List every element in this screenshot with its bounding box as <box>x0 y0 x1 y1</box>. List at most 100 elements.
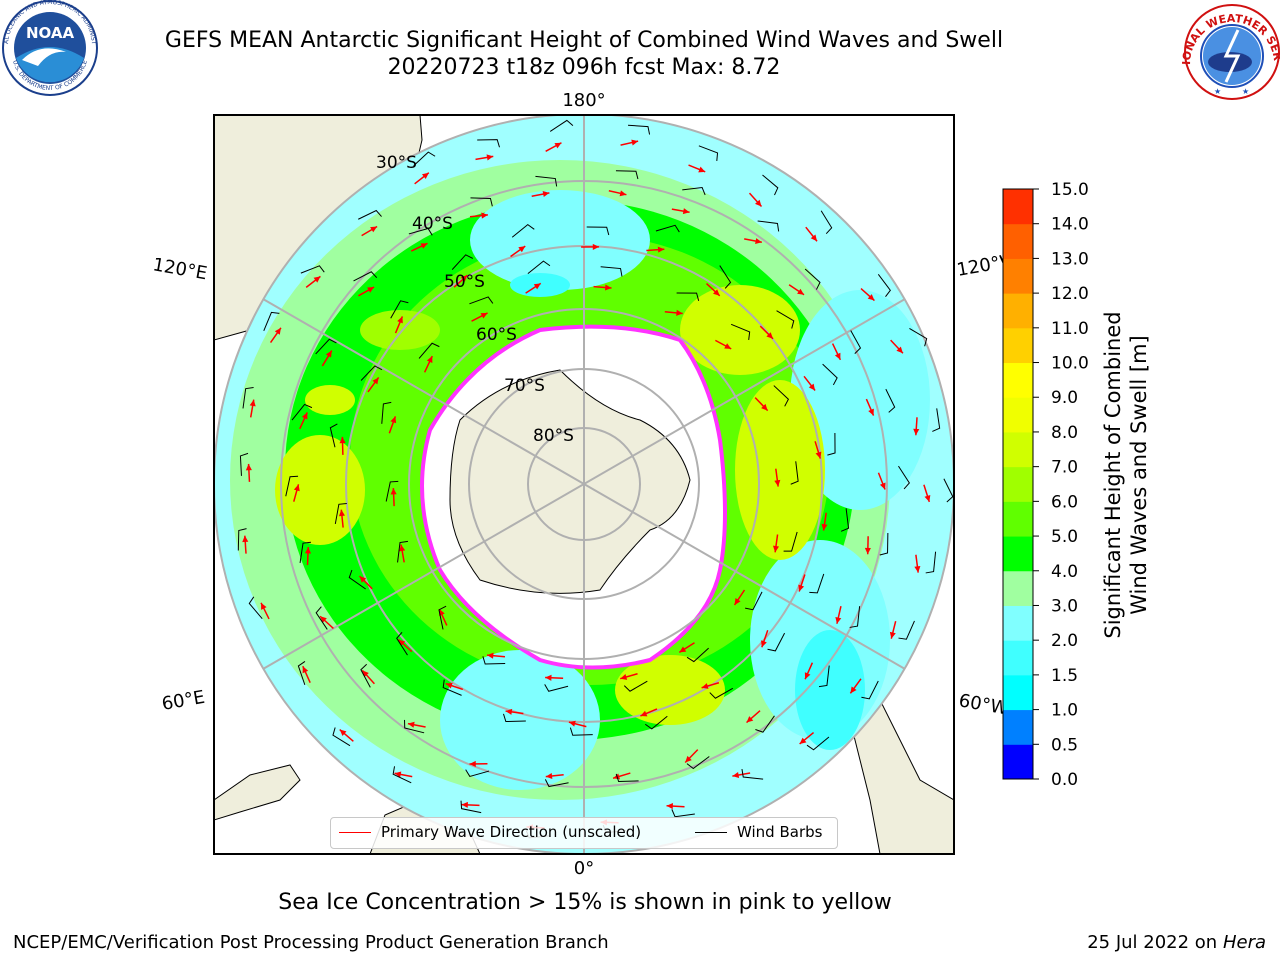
wind-barb <box>741 769 764 780</box>
wind-barb <box>879 533 889 556</box>
wind-barb <box>392 766 412 784</box>
wind-barb <box>877 274 891 297</box>
wave-arrow-head <box>533 283 541 290</box>
colorbar-tick-label: 5.0 <box>1051 527 1078 547</box>
wind-barb <box>404 719 425 734</box>
wave-arrow-head <box>755 238 762 245</box>
wind-barb <box>623 680 648 692</box>
colorbar-segment <box>1003 536 1033 572</box>
wind-barb <box>932 408 941 432</box>
wave-arrow-head <box>320 616 327 623</box>
wave-arrow-head <box>657 246 665 253</box>
wind-barb <box>503 713 526 723</box>
wind-barb <box>413 151 436 167</box>
wind-barb <box>885 388 896 413</box>
lat-label-50s: 50°S <box>444 272 485 292</box>
footer-host: Hera <box>1222 932 1266 953</box>
wind-barb <box>586 226 610 236</box>
colorbar-segment <box>1003 362 1033 398</box>
wind-barb <box>898 465 910 490</box>
wind-barb <box>820 210 833 235</box>
wind-barb <box>390 300 409 319</box>
colorbar-segment <box>1003 293 1033 329</box>
wave-arrow-head <box>407 721 415 728</box>
wind-barb <box>348 569 366 590</box>
colorbar-tick-label: 14.0 <box>1051 215 1089 235</box>
wind-barb <box>451 254 474 270</box>
wave-arrow-head <box>399 544 406 552</box>
wind-barb <box>511 224 535 238</box>
wind-barb <box>334 503 347 525</box>
colorbar-tick-label: 1.5 <box>1051 666 1078 686</box>
wind-barb <box>818 665 830 688</box>
wind-barb <box>840 508 850 532</box>
wave-arrow-head <box>481 212 488 219</box>
wave-arrow-head <box>734 598 741 605</box>
wave-arrow-head <box>879 482 886 490</box>
wind-barb <box>385 480 399 502</box>
wave-arrow-head <box>666 803 673 810</box>
wave-arrow-head <box>518 246 526 253</box>
wave-arrow-head <box>420 243 428 249</box>
colorbar-tick-label: 6.0 <box>1051 492 1078 512</box>
wave-arrow-head <box>924 494 931 502</box>
wave-arrow-head <box>640 710 648 717</box>
wind-barb <box>460 800 482 814</box>
wind-barb <box>408 227 433 236</box>
wind-barb <box>469 296 494 305</box>
wave-arrow-head <box>439 609 445 617</box>
wave-arrow-head <box>367 287 375 293</box>
wave-arrow-head <box>370 226 378 233</box>
wind-barb <box>442 679 462 696</box>
wave-arrow-head <box>821 523 828 531</box>
wave-arrow-head <box>867 294 875 301</box>
wind-barb <box>686 756 710 770</box>
legend-wave-label: Primary Wave Direction (unscaled) <box>381 823 642 841</box>
wave-arrow-head <box>339 729 347 736</box>
wind-barb <box>470 197 493 207</box>
lat-label-70s: 70°S <box>504 376 545 396</box>
wave-arrow-head <box>889 631 896 639</box>
colorbar-tick-label: 8.0 <box>1051 423 1078 443</box>
wind-barb <box>615 773 639 783</box>
wind-barb <box>776 310 795 329</box>
wind-barb <box>909 328 928 347</box>
wave-arrow-head <box>460 275 468 282</box>
lat-label-60s: 60°S <box>476 325 517 345</box>
wind-barb <box>827 432 836 456</box>
colorbar-frame <box>1002 188 1034 780</box>
wind-barb <box>898 620 915 640</box>
wave-arrow-head <box>834 352 841 360</box>
black-line-icon <box>695 832 727 833</box>
colorbar-tick-label: 3.0 <box>1051 596 1078 616</box>
lat-label-30s: 30°S <box>376 153 417 173</box>
wind-barb <box>790 461 799 485</box>
wave-arrow-head <box>761 640 767 648</box>
wave-arrow-head <box>461 801 468 808</box>
wind-barb <box>285 475 299 497</box>
wave-arrow-head <box>487 652 494 659</box>
wind-barb <box>418 342 440 359</box>
colorbar-segment <box>1003 744 1033 780</box>
antarctica-land <box>449 369 691 594</box>
colorbar-tick-label: 11.0 <box>1051 319 1089 339</box>
legend-wind-barbs: Wind Barbs <box>695 823 822 841</box>
colorbar-tick-label: 9.0 <box>1051 388 1078 408</box>
wave-arrow-head <box>724 343 732 349</box>
svg-text:★: ★ <box>1214 87 1221 96</box>
wave-arrow-head <box>245 463 252 471</box>
wave-arrow-head <box>701 683 709 689</box>
wind-barb <box>686 647 709 663</box>
lat-label-80s: 80°S <box>533 426 574 446</box>
wave-arrow-head <box>620 674 628 680</box>
wind-barb <box>943 478 954 503</box>
africa-land <box>214 764 301 821</box>
colorbar-tick-label: 2.0 <box>1051 631 1078 651</box>
wind-barb <box>698 145 719 161</box>
wave-arrow-head <box>397 316 403 324</box>
wind-barb <box>569 727 593 736</box>
wind-barb <box>237 528 247 551</box>
wind-barb <box>644 715 668 730</box>
wave-arrow-head <box>545 674 552 681</box>
noaa-logo-icon: NATIONAL OCEANIC AND ATMOSPHERIC ADMINIS… <box>0 0 98 96</box>
